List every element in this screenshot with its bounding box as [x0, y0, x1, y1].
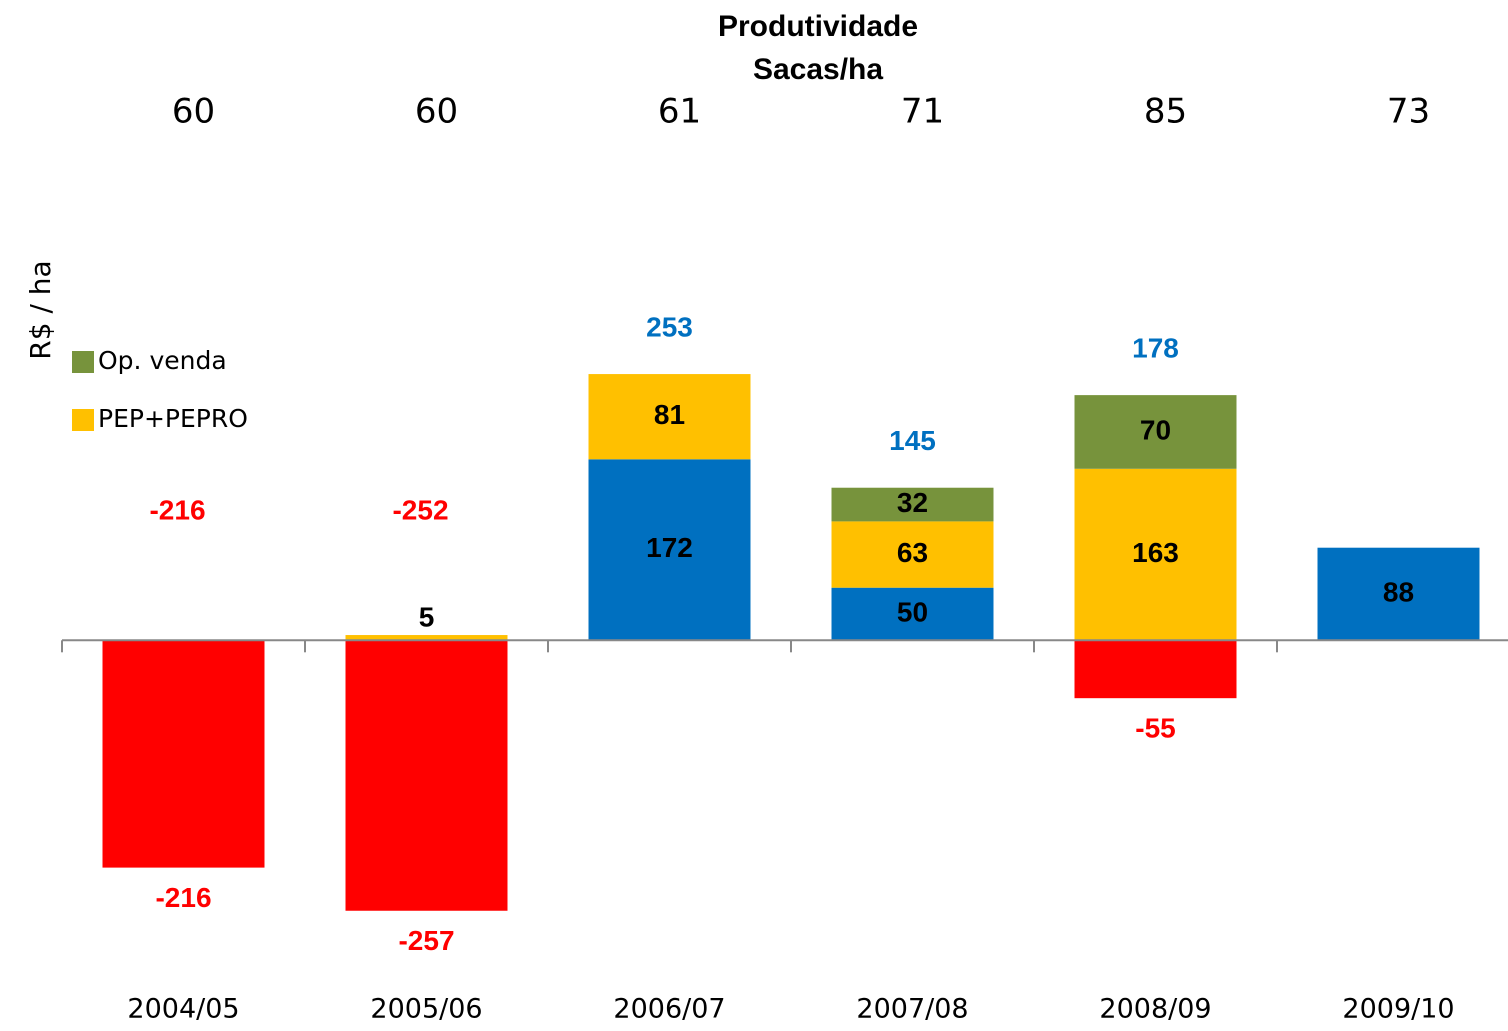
productivity-label: 71	[901, 92, 944, 132]
productivity-label: 73	[1387, 92, 1430, 132]
bar-segment	[345, 635, 508, 641]
value-label: 81	[654, 399, 685, 430]
x-tick-label: 2008/09	[1099, 994, 1211, 1025]
bar-segment	[1074, 640, 1237, 699]
bar-segment	[102, 640, 265, 868]
productivity-label: 85	[1144, 92, 1187, 132]
legend-label: Op. venda	[98, 346, 227, 375]
value-label: 32	[897, 487, 928, 518]
bar-segment	[1074, 395, 1237, 469]
x-tick-label: 2009/10	[1342, 994, 1454, 1025]
value-label: 50	[897, 596, 928, 627]
x-tick-label: 2004/05	[127, 994, 239, 1025]
productivity-label: 60	[172, 92, 215, 132]
value-label: 163	[1132, 537, 1179, 568]
value-label: 172	[646, 532, 693, 563]
productivity-label: 61	[658, 92, 701, 132]
bar-segment	[588, 459, 751, 641]
value-label: -216	[155, 882, 211, 913]
bar-segment	[588, 374, 751, 460]
bar-segment	[831, 521, 994, 588]
total-label: 178	[1132, 333, 1179, 364]
total-label: -216	[149, 494, 205, 525]
legend-swatch	[72, 409, 94, 431]
productivity-label: 60	[415, 92, 458, 132]
bar-segment	[1317, 547, 1480, 641]
bar-segment	[831, 587, 994, 641]
total-label: 145	[889, 425, 936, 456]
value-label: 70	[1140, 414, 1171, 445]
bar-segment	[1074, 468, 1237, 641]
bar-segment	[831, 487, 994, 522]
value-label: -257	[398, 925, 454, 956]
legend-label: PEP+PEPRO	[98, 404, 248, 433]
y-axis-label: R$ / ha	[24, 260, 57, 359]
x-tick-label: 2005/06	[370, 994, 482, 1025]
bar-segment	[345, 640, 508, 911]
total-label: 253	[646, 311, 693, 342]
chart-title: Produtividade	[718, 10, 918, 43]
x-tick-label: 2006/07	[613, 994, 725, 1025]
chart-subtitle: Sacas/ha	[753, 53, 883, 86]
value-label: 88	[1383, 576, 1414, 607]
x-tick-label: 2007/08	[856, 994, 968, 1025]
value-label: 63	[897, 537, 928, 568]
legend-swatch	[72, 351, 94, 373]
value-label: -55	[1135, 713, 1175, 744]
total-label: -252	[392, 494, 448, 525]
value-label: 5	[419, 601, 435, 632]
